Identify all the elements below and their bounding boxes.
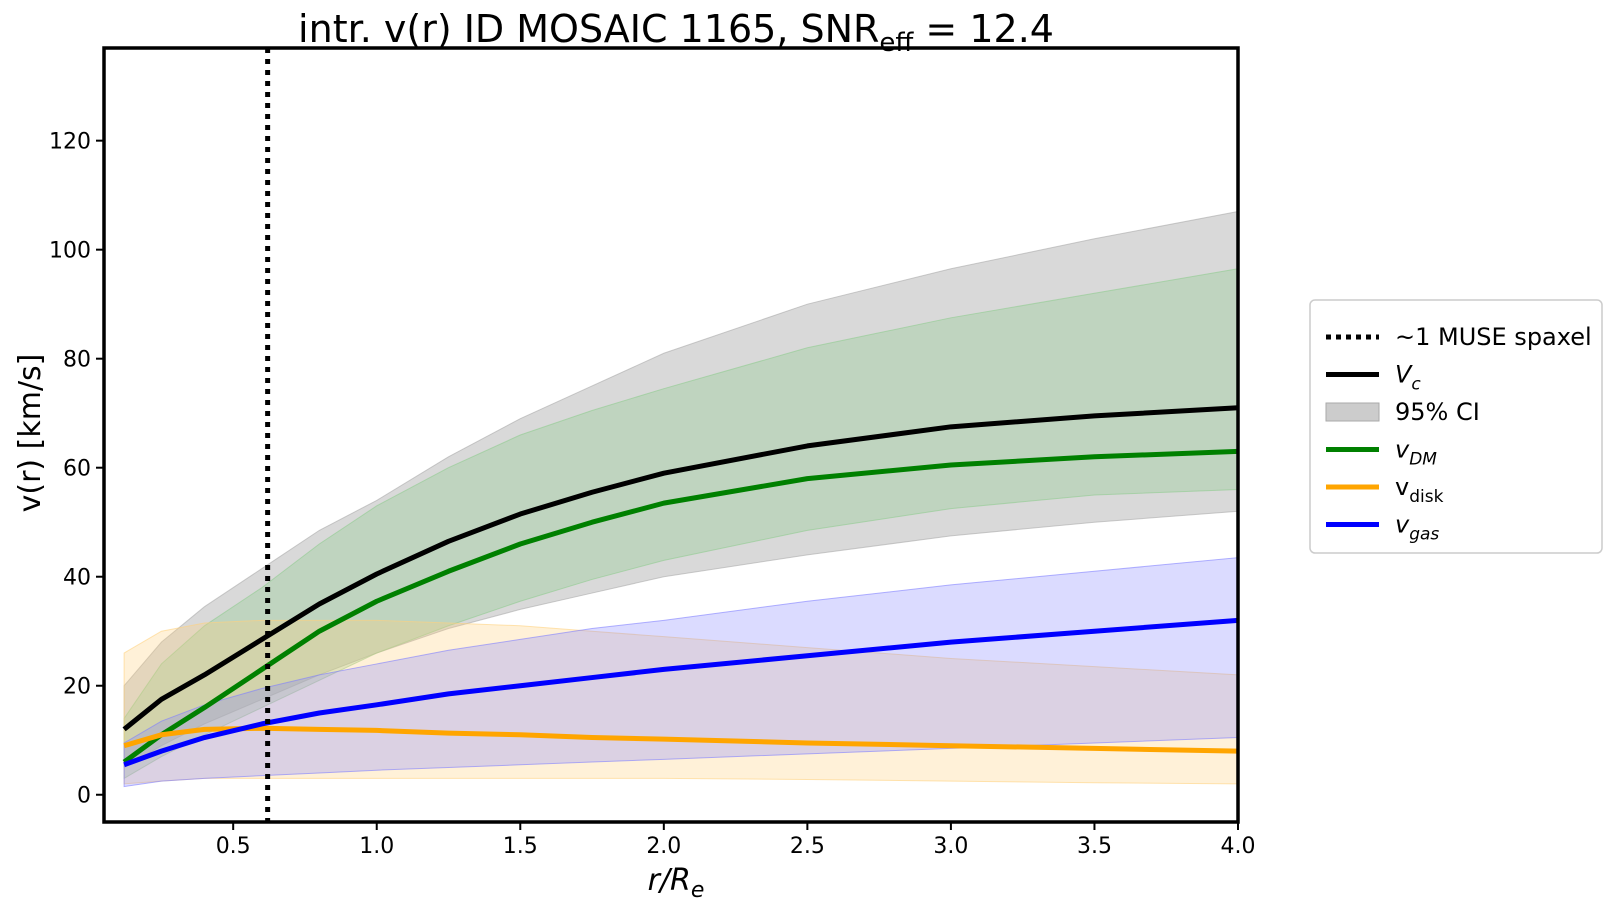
y-tick-label: 20 [63,675,91,700]
y-axis-label: v(r) [km/s] [13,354,48,513]
line-disk [123,725,1239,754]
legend-swatch [1325,402,1380,422]
x-tick-label: 3.0 [933,834,968,859]
line-c [122,405,1239,732]
legend-label: 95% CI [1395,398,1480,426]
y-tick-label: 80 [63,348,91,373]
line-dm [122,448,1239,765]
legend-label: vdisk [1395,473,1444,507]
chart-title: intr. v(r) ID MOSAIC 1165, SNReff = 12.4 [298,7,1054,58]
legend-entry: vDM [1326,436,1437,470]
legend-label: Vc [1395,361,1421,395]
legend-label: ~1 MUSE spaxel [1395,323,1592,351]
legend-label: vgas [1395,511,1439,545]
x-tick-label: 3.5 [1077,834,1112,859]
x-tick-label: 2.5 [790,834,825,859]
y-tick-label: 40 [63,566,91,591]
x-tick-label: 1.0 [359,834,394,859]
y-tick-label: 100 [49,239,91,264]
y-tick-label: 60 [63,457,91,482]
legend-entry: Vc [1326,361,1421,395]
plot-frame [102,46,1240,824]
legend-entry: 95% CI [1325,398,1480,426]
legend-entry: ~1 MUSE spaxel [1326,323,1592,351]
y-tick-label: 120 [49,130,91,155]
legend-entry: vdisk [1326,473,1444,507]
legend-label: vDM [1395,436,1437,470]
y-tick-label: 0 [77,784,91,809]
x-tick-label: 0.5 [216,834,251,859]
y-axis-ticks: 0 20 40 60 80 100 120 [49,130,104,809]
confidence-bands [123,210,1239,788]
x-axis-label: r/Re [648,863,705,903]
x-tick-label: 2.0 [646,834,681,859]
x-tick-label: 4.0 [1221,834,1256,859]
legend-entry: vgas [1326,511,1439,545]
series-lines [122,405,1239,768]
x-tick-label: 1.5 [503,834,538,859]
line-gas [123,617,1239,768]
x-axis-ticks: 0.5 1.0 1.5 2.0 2.5 3.0 3.5 4.0 [216,822,1256,859]
legend-frame [1309,299,1603,554]
